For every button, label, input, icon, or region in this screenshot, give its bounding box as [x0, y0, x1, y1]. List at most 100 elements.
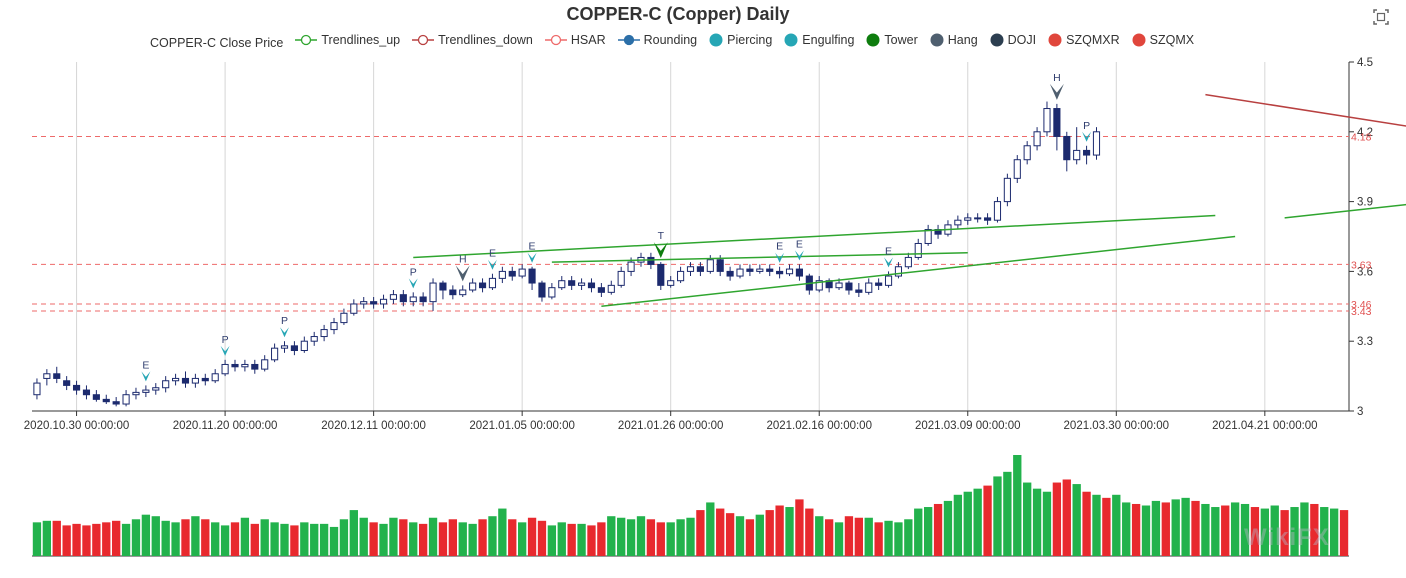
- candle-body: [607, 284, 615, 293]
- candle-body: [162, 380, 170, 389]
- legend-item[interactable]: Hang: [930, 31, 978, 49]
- legend-item[interactable]: Rounding: [617, 31, 697, 49]
- volume-bar: [1112, 494, 1121, 556]
- legend-item[interactable]: Engulfing: [784, 31, 854, 49]
- pattern-marker: [487, 259, 497, 270]
- candle-body: [241, 363, 249, 368]
- volume-bar: [1052, 482, 1062, 556]
- legend-item[interactable]: SZQMXR: [1048, 31, 1120, 49]
- pattern-marker: [884, 257, 894, 268]
- candle-body: [112, 401, 120, 405]
- volume-bar: [508, 519, 517, 556]
- candle-body: [469, 282, 477, 291]
- volume-bar: [260, 519, 269, 556]
- candle-body: [399, 294, 407, 303]
- candle-body: [1073, 149, 1081, 161]
- legend-icon: [709, 33, 723, 47]
- volume-bar: [319, 523, 329, 556]
- legend-label: Trendlines_up: [321, 33, 401, 47]
- volume-bar: [755, 514, 764, 556]
- hsar-level-label: 4.18: [1351, 131, 1372, 143]
- volume-bar: [458, 522, 467, 556]
- volume-bar: [557, 522, 566, 556]
- volume-bar: [1141, 505, 1151, 556]
- volume-bar: [379, 523, 388, 556]
- candle-body: [726, 270, 734, 277]
- candle-body: [835, 282, 843, 289]
- pattern-marker: [408, 278, 418, 289]
- candle-body: [815, 280, 823, 291]
- candle-body: [904, 256, 912, 268]
- volume-bar: [874, 522, 883, 556]
- watermark-logo: WikiFX: [1244, 524, 1330, 551]
- volume-bar: [636, 516, 646, 556]
- legend-item[interactable]: Trendlines_down: [412, 31, 533, 49]
- volume-bar: [1310, 503, 1319, 556]
- legend-item[interactable]: Tower: [866, 31, 918, 49]
- candle-body: [389, 294, 398, 300]
- volume-bar: [943, 500, 953, 556]
- volume-bar: [725, 513, 735, 556]
- volume-bar: [904, 519, 913, 556]
- legend-item[interactable]: DOJI: [990, 31, 1036, 49]
- volume-bar: [240, 517, 250, 556]
- volume-bar: [963, 491, 972, 556]
- candle-body: [370, 301, 378, 305]
- legend-icon: [990, 33, 1004, 47]
- legend-item[interactable]: Piercing: [709, 31, 772, 49]
- volume-bar: [359, 517, 368, 556]
- volume-bar: [1023, 482, 1032, 556]
- chart-legend: COPPER-C Close Price Trendlines_up Trendli…: [150, 31, 1206, 52]
- volume-bar: [686, 517, 695, 556]
- volume-bar: [706, 502, 715, 556]
- legend-label: Engulfing: [802, 33, 855, 47]
- volume-bar: [191, 516, 200, 556]
- candle-body: [172, 377, 180, 382]
- volume-bar: [1072, 484, 1081, 556]
- legend-item[interactable]: COPPER-C Close Price: [150, 34, 283, 52]
- candle-body: [558, 280, 566, 289]
- pattern-marker: [1049, 83, 1064, 100]
- volume-bar: [1270, 505, 1279, 556]
- candle-body: [310, 336, 318, 342]
- volume-bar: [201, 519, 210, 556]
- volume-bar: [844, 516, 854, 556]
- candle-body: [617, 270, 625, 286]
- volume-bar: [894, 522, 903, 556]
- volume-bar: [389, 517, 398, 556]
- y-tick-label: 4.5: [1357, 57, 1373, 69]
- candle-body: [578, 282, 586, 286]
- pattern-marker: [1082, 131, 1092, 142]
- pattern-marker-label: E: [796, 238, 803, 250]
- candle-body: [627, 261, 635, 272]
- pattern-marker-label: E: [529, 241, 536, 253]
- volume-bar: [666, 522, 675, 556]
- legend-item[interactable]: HSAR: [544, 31, 606, 49]
- x-tick-label: 2020.10.30 00:00:00: [24, 420, 130, 432]
- pattern-marker: [455, 265, 470, 282]
- volume-bar: [468, 523, 477, 556]
- legend-icon: [784, 33, 798, 47]
- pattern-marker-label: H: [1053, 72, 1061, 84]
- legend-label: COPPER-C Close Price: [150, 36, 284, 50]
- candle-body: [429, 282, 437, 303]
- volume-bar: [646, 519, 656, 556]
- volume-bar: [735, 516, 745, 556]
- candle-body: [1033, 131, 1041, 147]
- candle-body: [706, 259, 714, 272]
- legend-item[interactable]: SZQMX: [1132, 31, 1194, 49]
- candle-body: [181, 377, 190, 384]
- y-tick-label: 3.6: [1357, 266, 1373, 278]
- volume-bar: [923, 507, 933, 556]
- legend-item[interactable]: Trendlines_up: [295, 31, 400, 49]
- candle-body: [756, 268, 764, 272]
- legend-label: Trendlines_down: [438, 33, 533, 47]
- volume-bar: [1339, 510, 1349, 556]
- restore-icon[interactable]: [1372, 8, 1390, 26]
- volume-bar: [1221, 505, 1230, 556]
- volume-bar: [369, 522, 378, 556]
- volume-bar: [815, 516, 824, 556]
- volume-bar: [626, 519, 636, 556]
- y-tick-label: 3: [1357, 406, 1363, 418]
- volume-bar: [527, 517, 537, 556]
